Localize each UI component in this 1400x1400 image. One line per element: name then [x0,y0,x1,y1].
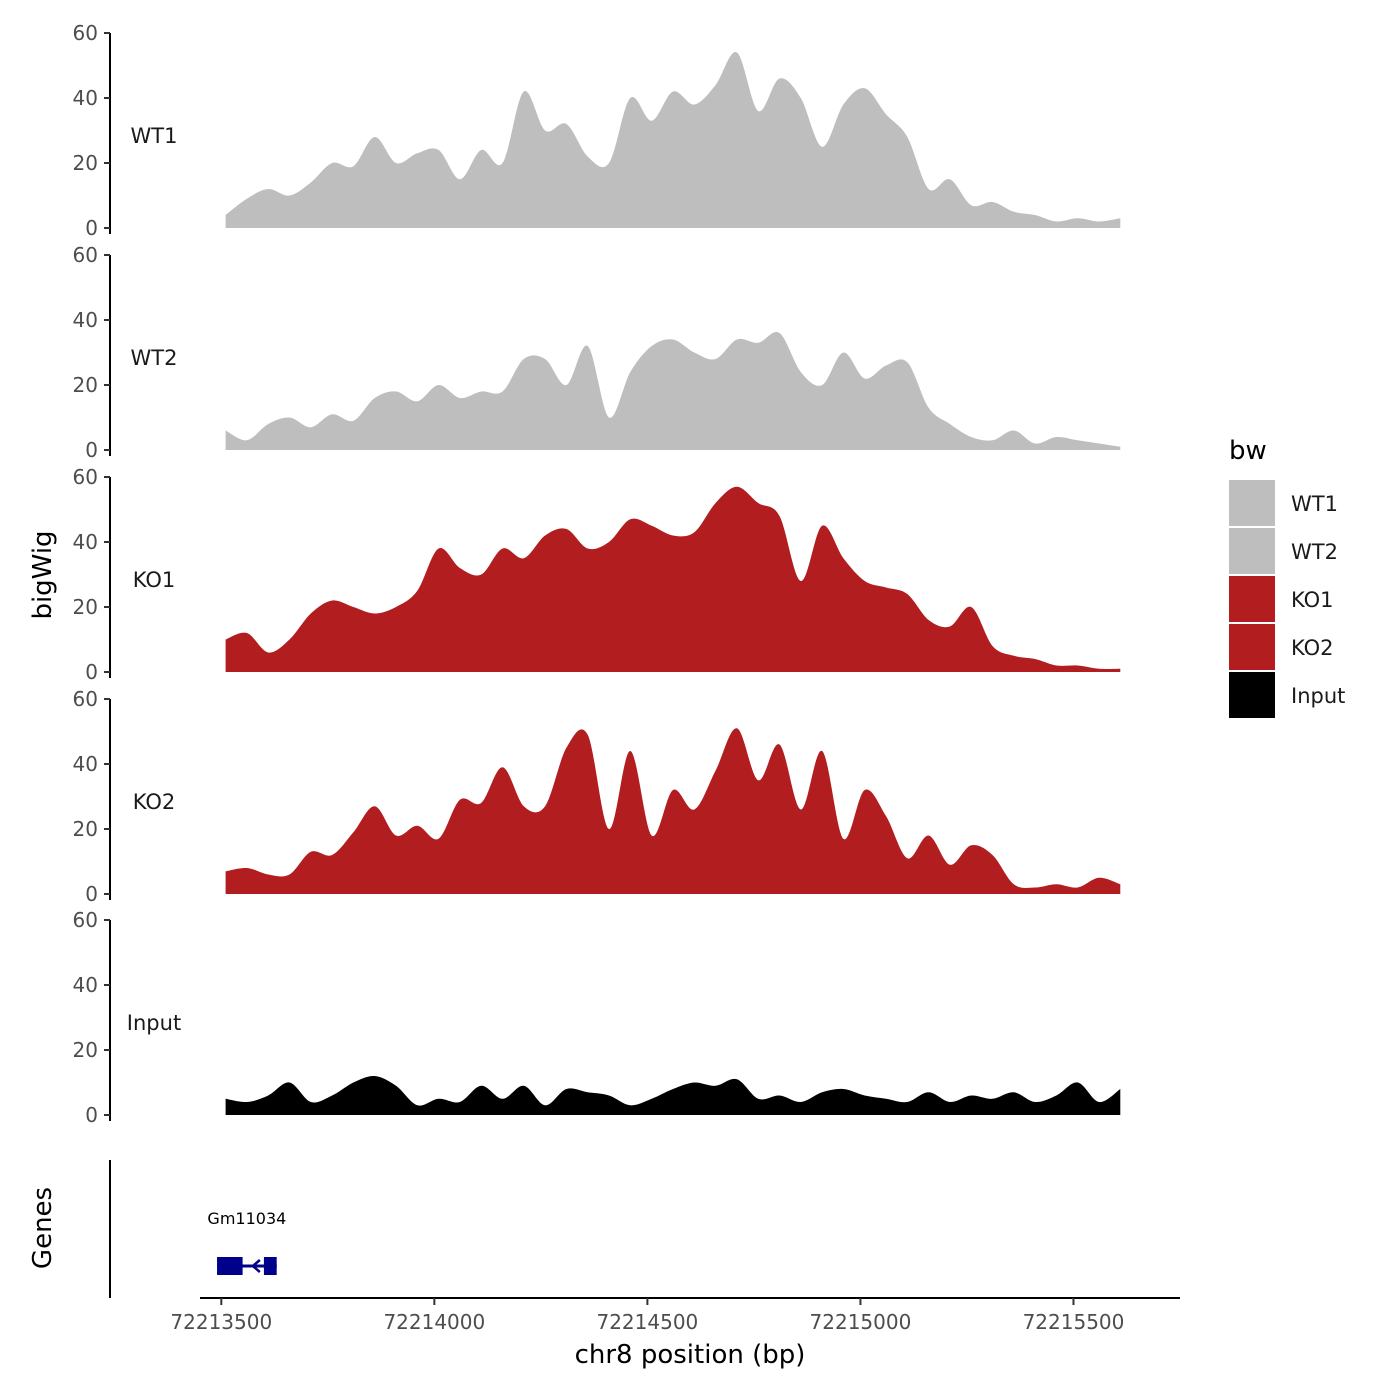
legend: bw WT1 WT2 KO1 KO2 Input [1229,436,1345,718]
y-tick-label: 0 [85,1103,98,1127]
y-tick-label: 60 [73,687,98,711]
panel-wt2: 0 20 40 60 WT2 [73,243,1121,462]
panel-label: KO2 [133,790,176,814]
gene-label: Gm11034 [207,1209,286,1228]
legend-swatch [1229,528,1275,574]
coverage-panels: 0 20 40 60 WT1 0 20 40 60 WT2 0 20 40 60 KO1 0 20 40 60 KO2… [73,21,1121,1127]
x-tick-label: 72214000 [383,1310,485,1334]
legend-label: KO2 [1291,636,1334,660]
y-tick-label: 60 [73,21,98,45]
panel-wt1: 0 20 40 60 WT1 [73,21,1121,240]
panel-ko2: 0 20 40 60 KO2 [73,687,1121,906]
panel-label: Input [127,1011,181,1035]
x-tick-label: 72214500 [596,1310,698,1334]
legend-item-ko2: KO2 [1229,624,1334,670]
legend-title: bw [1229,436,1267,466]
legend-item-ko1: KO1 [1229,576,1334,622]
coverage-area-input [225,1075,1121,1115]
genes-track-title: Genes [28,1187,58,1269]
panel-input: 0 20 40 60 Input [73,908,1121,1127]
gene-exon [217,1257,243,1275]
y-axis-title: bigWig [28,530,58,619]
legend-label: WT2 [1291,540,1338,564]
y-tick-label: 40 [73,530,98,554]
gene-gm11034: Gm11034 [207,1209,286,1275]
x-axis-title: chr8 position (bp) [575,1340,806,1370]
y-tick-label: 20 [73,373,98,397]
panel-ko1: 0 20 40 60 KO1 [73,465,1121,684]
legend-swatch [1229,672,1275,718]
y-tick-label: 60 [73,465,98,489]
y-tick-label: 20 [73,151,98,175]
gene-exon [263,1257,277,1275]
y-tick-label: 20 [73,817,98,841]
y-tick-label: 40 [73,973,98,997]
legend-item-wt2: WT2 [1229,528,1338,574]
x-axis: 72213500 72214000 72214500 72215000 72215500 [170,1297,1180,1334]
strand-arrow-icon [250,1259,261,1273]
legend-label: KO1 [1291,588,1334,612]
legend-item-input: Input [1229,672,1345,718]
legend-label: Input [1291,684,1345,708]
coverage-area-wt1 [225,52,1121,228]
y-tick-label: 20 [73,595,98,619]
legend-swatch [1229,480,1275,526]
x-tick-label: 72213500 [170,1310,272,1334]
legend-item-wt1: WT1 [1229,480,1338,526]
panel-label: WT1 [131,124,178,148]
y-tick-label: 0 [85,216,98,240]
legend-swatch [1229,576,1275,622]
x-tick-label: 72215000 [810,1310,912,1334]
y-tick-label: 40 [73,752,98,776]
coverage-area-ko2 [225,728,1121,894]
coverage-area-wt2 [225,331,1121,450]
coverage-area-ko1 [225,486,1121,672]
panel-label: KO1 [133,568,176,592]
y-tick-label: 60 [73,243,98,267]
y-tick-label: 0 [85,438,98,462]
genes-track: Gm11034 [109,1160,286,1298]
legend-label: WT1 [1291,492,1338,516]
y-tick-label: 60 [73,908,98,932]
y-tick-label: 0 [85,882,98,906]
y-tick-label: 40 [73,308,98,332]
y-tick-label: 20 [73,1038,98,1062]
y-tick-label: 0 [85,660,98,684]
y-tick-label: 40 [73,86,98,110]
panel-label: WT2 [131,346,178,370]
legend-swatch [1229,624,1275,670]
x-tick-label: 72215500 [1023,1310,1125,1334]
